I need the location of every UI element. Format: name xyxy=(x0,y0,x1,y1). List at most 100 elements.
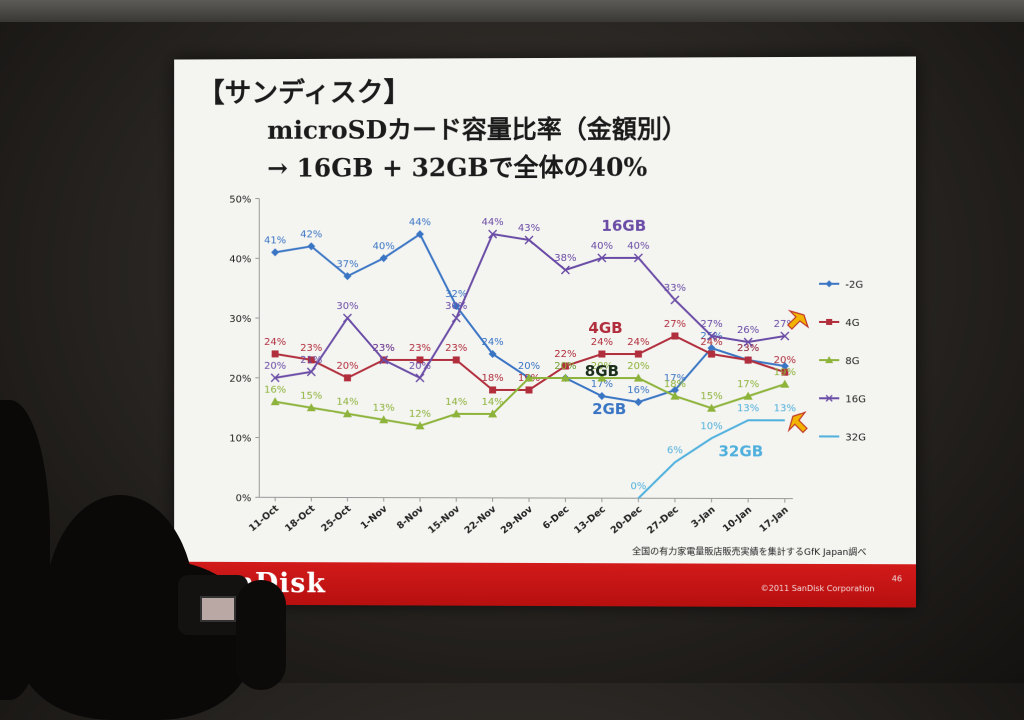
copyright-notice: ©2011 SanDisk Corporation xyxy=(761,584,875,593)
data-label-16G: 44% xyxy=(482,217,504,228)
x-tick-label: 25-Oct xyxy=(319,503,353,534)
data-label-4G: 24% xyxy=(591,337,613,348)
point-4G xyxy=(453,356,460,363)
point-4G xyxy=(489,386,496,393)
camera-screen xyxy=(200,596,236,622)
legend-label-16G: 16G xyxy=(845,394,866,405)
y-tick-label: 40% xyxy=(229,254,251,265)
data-label-32G: 10% xyxy=(700,421,722,432)
x-tick-label: 8-Nov xyxy=(395,503,427,532)
x-tick-label: 20-Dec xyxy=(609,504,645,536)
point-4G xyxy=(635,351,642,358)
point-16G xyxy=(343,314,351,322)
x-tick-label: 11-Oct xyxy=(247,503,281,534)
point-4G xyxy=(344,374,351,381)
data-label-8G: 17% xyxy=(737,379,759,390)
legend-label-8G: 8G xyxy=(845,356,859,367)
data-label-4G: 18% xyxy=(482,373,504,384)
data-label-4G: 24% xyxy=(627,337,649,348)
y-tick-label: 50% xyxy=(229,195,251,206)
point-2G xyxy=(634,398,642,406)
x-tick-label: 3-Jan xyxy=(689,504,717,530)
capacity-share-line-chart: 0% 10% 20% 30% 40% 50% 11-Oct18-Oct25-Oct1-Nov… xyxy=(174,56,916,564)
data-label-16G: 23% xyxy=(373,343,395,354)
data-label-8G: 20% xyxy=(554,361,576,372)
data-label-32G: 0% xyxy=(630,481,646,492)
point-4G xyxy=(272,350,279,357)
point-8G xyxy=(271,397,280,405)
x-tick-label: 17-Jan xyxy=(758,504,791,534)
data-label-2G: 40% xyxy=(373,241,395,252)
data-label-4G: 23% xyxy=(737,343,759,354)
data-label-8G: 15% xyxy=(700,391,722,402)
data-label-32G: 6% xyxy=(667,445,683,456)
source-footnote: 全国の有力家電量販店販売実績を集計するGfK Japan調べ xyxy=(632,544,866,558)
annotation-2G: 2GB xyxy=(592,400,626,418)
y-tick-label: 30% xyxy=(229,314,251,325)
ceiling-bar xyxy=(0,0,1024,22)
data-label-8G: 14% xyxy=(482,397,504,408)
y-tick-label: 0% xyxy=(236,493,252,504)
point-16G xyxy=(671,296,679,304)
data-label-16G: 21% xyxy=(300,355,322,366)
x-axis-line xyxy=(259,497,793,498)
data-label-16G: 30% xyxy=(445,301,467,312)
data-label-16G: 40% xyxy=(591,241,613,252)
data-label-16G: 40% xyxy=(627,241,649,252)
x-tick-label: 22-Nov xyxy=(463,503,500,536)
annotation-16G: 16GB xyxy=(601,217,646,235)
annotation-4G: 4GB xyxy=(588,319,622,337)
data-label-4G: 22% xyxy=(554,349,576,360)
data-label-8G: 15% xyxy=(300,391,322,402)
data-label-4G: 23% xyxy=(445,343,467,354)
data-label-4G: 23% xyxy=(409,343,431,354)
arrow-32gb-icon xyxy=(789,412,807,432)
legend-marker-2G xyxy=(826,280,833,287)
annotation-32G: 32GB xyxy=(718,442,763,460)
presentation-slide: 【サンディスク】 microSDカード容量比率（金額別） → 16GB + 32… xyxy=(174,56,916,607)
data-label-2G: 37% xyxy=(336,259,358,270)
data-label-16G: 43% xyxy=(518,223,540,234)
point-4G xyxy=(526,386,533,393)
x-tick-label: 1-Nov xyxy=(359,503,390,532)
x-tick-label: 27-Dec xyxy=(645,504,681,536)
point-2G xyxy=(598,392,606,400)
data-label-32G: 13% xyxy=(774,403,796,414)
raised-hand-silhouette xyxy=(236,580,286,690)
data-label-4G: 24% xyxy=(700,337,722,348)
data-label-2G: 44% xyxy=(409,217,431,228)
x-tick-label: 6-Dec xyxy=(541,504,571,532)
legend-label-32G: 32G xyxy=(845,432,866,443)
data-label-8G: 19% xyxy=(774,367,796,378)
data-label-4G: 20% xyxy=(336,361,358,372)
audience-silhouette-head xyxy=(45,495,195,715)
data-label-16G: 27% xyxy=(700,319,722,330)
data-label-16G: 33% xyxy=(664,283,686,294)
data-label-4G: 20% xyxy=(774,355,796,366)
point-2G xyxy=(271,248,279,256)
point-4G xyxy=(598,351,605,358)
x-tick-label: 15-Nov xyxy=(426,503,463,536)
point-8G xyxy=(780,380,789,388)
page-number: 46 xyxy=(892,574,902,583)
x-tick-label: 18-Oct xyxy=(283,503,317,534)
legend-label-2G: -2G xyxy=(845,280,863,291)
data-label-8G: 16% xyxy=(264,385,286,396)
data-label-8G: 13% xyxy=(373,403,395,414)
x-tick-label: 10-Jan xyxy=(721,504,754,534)
annotation-8G: 8GB xyxy=(585,362,619,380)
data-label-2G: 24% xyxy=(482,337,504,348)
data-label-8G: 14% xyxy=(336,397,358,408)
data-label-16G: 38% xyxy=(554,253,576,264)
point-4G xyxy=(745,357,752,364)
data-label-2G: 42% xyxy=(300,229,322,240)
data-label-16G: 30% xyxy=(336,301,358,312)
x-tick-label: 29-Nov xyxy=(499,503,536,536)
data-label-16G: 20% xyxy=(264,361,286,372)
data-label-2G: 16% xyxy=(627,385,649,396)
point-16G xyxy=(416,374,424,382)
data-label-8G: 20% xyxy=(627,361,649,372)
data-label-4G: 27% xyxy=(664,319,686,330)
data-label-4G: 24% xyxy=(264,337,286,348)
data-label-8G: 18% xyxy=(664,379,686,390)
